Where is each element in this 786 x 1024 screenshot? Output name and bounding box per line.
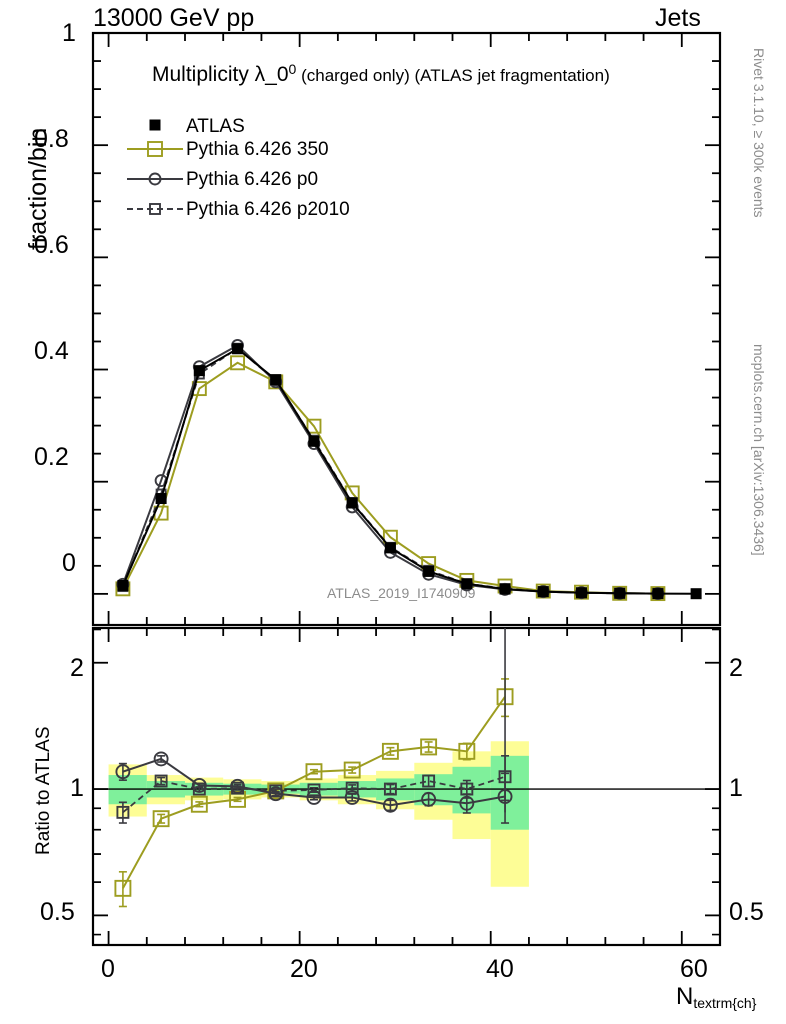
marker-open-circle: [421, 791, 437, 807]
marker-open-circle: [148, 172, 162, 186]
plot-title-sup: 0: [288, 61, 297, 77]
main-panel-frame: [91, 31, 722, 627]
series-line: [121, 347, 697, 595]
marker-filled-square: [575, 587, 587, 599]
marker-open-square: [190, 795, 208, 813]
marker-open-square: [114, 879, 132, 897]
xtick-0: 0: [101, 955, 115, 983]
marker-open-square: [147, 141, 163, 157]
marker-open-square: [269, 784, 283, 798]
marker-filled-square: [499, 583, 511, 595]
main-ytick-1: 0.2: [34, 443, 69, 471]
marker-open-square: [345, 781, 359, 795]
marker-open-square: [343, 761, 361, 779]
main-ytick-2: 0.4: [34, 337, 69, 365]
marker-filled-square: [384, 542, 396, 554]
marker-open-square: [305, 763, 323, 781]
ratio-ytick-left-0: 0.5: [40, 898, 75, 926]
marker-filled-square: [193, 365, 205, 377]
xaxis-label-sub: textrm{ch}: [693, 995, 757, 1011]
marker-filled-square: [270, 374, 282, 386]
marker-filled-square: [690, 588, 702, 600]
main-ytick-3: 0.6: [34, 231, 69, 259]
series-line: [122, 361, 658, 595]
marker-open-circle: [115, 764, 131, 780]
marker-filled-square: [423, 565, 435, 577]
ratio-panel-series: [114, 628, 514, 908]
marker-filled-square: [117, 579, 129, 591]
marker-open-square: [192, 782, 206, 796]
ratio-ytick-right-1: 1: [729, 774, 743, 802]
plot-title-main: Multiplicity λ_0: [152, 63, 289, 86]
marker-filled-square: [155, 493, 167, 505]
xaxis-label-base: N: [676, 983, 694, 1010]
ratio-panel-frame: [91, 626, 722, 947]
plot-title-rest: (charged only) (ATLAS jet fragmentation): [301, 66, 610, 85]
marker-open-circle: [382, 797, 398, 813]
xaxis-label: Ntextrm{ch}: [676, 983, 757, 1011]
marker-filled-square: [461, 578, 473, 590]
marker-open-circle: [153, 751, 169, 767]
marker-open-square: [383, 782, 397, 796]
ratio-ytick-right-0: 0.5: [729, 898, 764, 926]
main-ytick-5: 1: [62, 19, 76, 47]
marker-open-square: [229, 790, 246, 808]
marker-open-square: [458, 742, 476, 760]
marker-open-circle: [268, 786, 284, 802]
marker-open-square: [231, 781, 244, 795]
legend-keys: [127, 119, 183, 215]
xtick-2: 40: [486, 955, 514, 983]
marker-open-square: [152, 810, 170, 828]
header-left-label: 13000 GeV pp: [93, 4, 255, 32]
marker-filled-square: [232, 343, 244, 355]
marker-open-square: [149, 203, 161, 215]
marker-open-square: [460, 782, 474, 796]
marker-open-square: [116, 805, 130, 819]
legend-label-atlas: ATLAS: [186, 116, 245, 137]
plot-title: Multiplicity λ_00 (charged only) (ATLAS …: [152, 62, 610, 85]
dataset-watermark: ATLAS_2019_I1740909: [327, 585, 476, 601]
marker-open-square: [422, 774, 436, 788]
marker-open-square: [420, 738, 438, 756]
marker-open-square: [154, 774, 168, 788]
marker-filled-square: [346, 497, 358, 509]
main-panel-series: [115, 338, 702, 602]
marker-filled-square: [537, 586, 549, 598]
legend-label-pythia-p2010: Pythia 6.426 p2010: [186, 199, 350, 220]
legend-label-pythia-p0: Pythia 6.426 p0: [186, 169, 319, 190]
ratio-ytick-left-2: 2: [70, 654, 84, 682]
main-ytick-4: 0.8: [34, 125, 69, 153]
marker-open-square: [230, 355, 245, 371]
marker-filled-square: [308, 435, 320, 447]
marker-filled-square: [614, 587, 626, 599]
marker-filled-square: [149, 119, 161, 131]
xtick-3: 60: [680, 955, 708, 983]
axis-ticks: [93, 32, 721, 945]
ratio-ytick-right-2: 2: [729, 654, 743, 682]
main-ytick-0: 0: [62, 549, 76, 577]
ratio-ytick-left-1: 1: [70, 774, 84, 802]
marker-open-square: [381, 742, 399, 760]
marker-filled-square: [652, 588, 664, 600]
header-right-label: Jets: [655, 4, 701, 32]
marker-open-square: [307, 783, 321, 797]
legend-label-pythia-350: Pythia 6.426 350: [186, 139, 329, 160]
marker-open-square: [306, 418, 322, 434]
xtick-1: 20: [290, 955, 318, 983]
